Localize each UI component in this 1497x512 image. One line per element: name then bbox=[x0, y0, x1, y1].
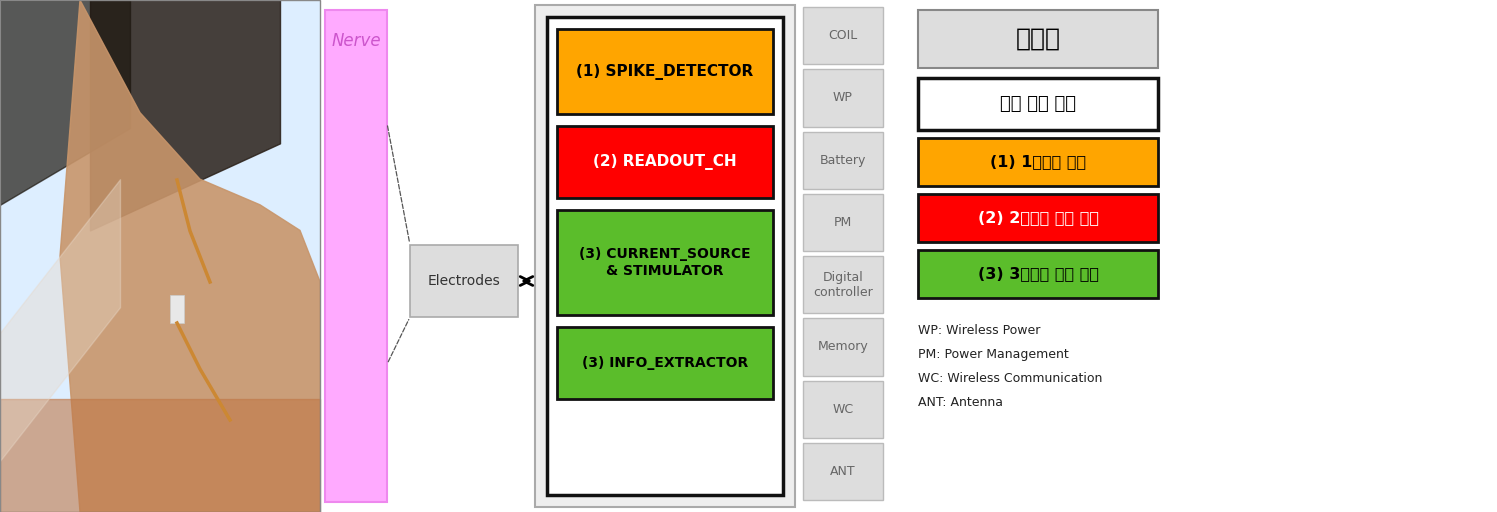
Text: (3) CURRENT_SOURCE
& STIMULATOR: (3) CURRENT_SOURCE & STIMULATOR bbox=[579, 247, 751, 278]
Bar bbox=[802, 380, 883, 438]
Text: WP: Wireless Power: WP: Wireless Power bbox=[918, 324, 1040, 337]
Text: (1) 1차년도 범위: (1) 1차년도 범위 bbox=[990, 155, 1085, 169]
Text: PM: PM bbox=[834, 216, 852, 229]
Text: Digital
controller: Digital controller bbox=[813, 271, 873, 298]
Bar bbox=[802, 256, 883, 313]
Bar bbox=[0, 0, 320, 512]
Text: Memory: Memory bbox=[817, 340, 868, 353]
Text: WC: Wireless Communication: WC: Wireless Communication bbox=[918, 372, 1102, 385]
Text: ANT: ANT bbox=[831, 465, 856, 478]
Bar bbox=[802, 443, 883, 500]
Bar bbox=[802, 318, 883, 375]
Bar bbox=[0, 0, 320, 512]
Bar bbox=[918, 194, 1159, 242]
Bar bbox=[802, 69, 883, 126]
Bar bbox=[171, 295, 184, 323]
Text: (3) 3차년도 추가 범위: (3) 3차년도 추가 범위 bbox=[978, 267, 1099, 282]
Text: Nerve: Nerve bbox=[331, 32, 380, 50]
Bar bbox=[918, 10, 1159, 68]
Bar bbox=[557, 29, 772, 114]
Text: PM: Power Management: PM: Power Management bbox=[918, 348, 1069, 361]
Text: Battery: Battery bbox=[820, 154, 867, 166]
Bar bbox=[557, 210, 772, 315]
Bar bbox=[557, 126, 772, 198]
Bar bbox=[802, 132, 883, 189]
Text: 과제 연구 범위: 과제 연구 범위 bbox=[1000, 95, 1076, 113]
Bar bbox=[802, 7, 883, 64]
Text: (1) SPIKE_DETECTOR: (1) SPIKE_DETECTOR bbox=[576, 63, 753, 79]
Text: ANT: Antenna: ANT: Antenna bbox=[918, 396, 1003, 409]
Bar bbox=[546, 17, 783, 495]
Text: (3) INFO_EXTRACTOR: (3) INFO_EXTRACTOR bbox=[582, 356, 748, 370]
Text: (2) 2차년도 추가 범위: (2) 2차년도 추가 범위 bbox=[978, 210, 1099, 225]
Bar bbox=[325, 10, 388, 502]
Text: WP: WP bbox=[832, 91, 853, 104]
Bar bbox=[557, 327, 772, 399]
Bar bbox=[320, 0, 1497, 512]
Bar bbox=[802, 194, 883, 251]
Text: (2) READOUT_CH: (2) READOUT_CH bbox=[593, 154, 737, 170]
Bar bbox=[918, 78, 1159, 130]
Text: WC: WC bbox=[832, 402, 853, 416]
Bar bbox=[534, 5, 795, 507]
Text: 전자약: 전자약 bbox=[1015, 27, 1060, 51]
Text: COIL: COIL bbox=[828, 29, 858, 42]
Bar bbox=[410, 245, 518, 317]
Bar bbox=[918, 250, 1159, 298]
Bar bbox=[918, 138, 1159, 186]
Polygon shape bbox=[60, 0, 320, 512]
Text: Electrodes: Electrodes bbox=[428, 274, 500, 288]
